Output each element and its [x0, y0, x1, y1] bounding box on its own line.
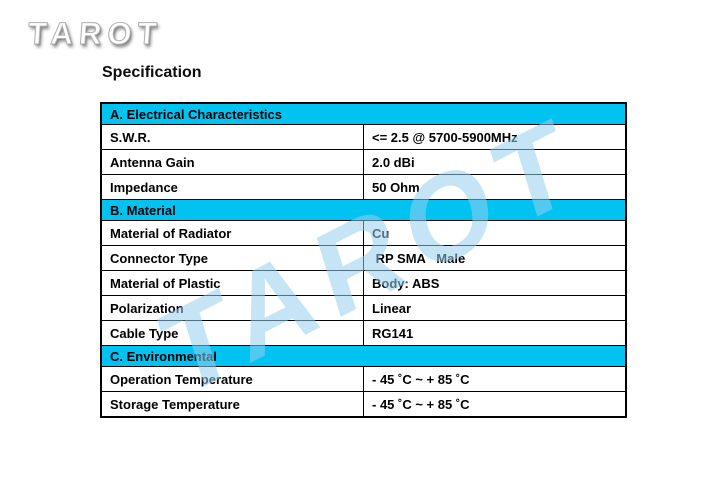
spec-label-cell: Cable Type — [100, 320, 364, 346]
spec-label-cell: Material of Radiator — [100, 220, 364, 246]
spec-row: Impedance 50 Ohm — [100, 174, 627, 200]
spec-row: Polarization Linear — [100, 295, 627, 321]
spec-value-cell: - 45 ˚C ~ + 85 ˚C — [363, 366, 627, 392]
spec-value-cell: RG141 — [363, 320, 627, 346]
spec-table-body: A. Electrical Characteristics S.W.R. <= 2.… — [100, 102, 627, 418]
spec-row: Storage Temperature - 45 ˚C ~ + 85 ˚C — [100, 391, 627, 418]
section-header-cell: C. Environmental — [100, 345, 627, 367]
spec-label-cell: Connector Type — [100, 245, 364, 271]
spec-row: Operation Temperature - 45 ˚C ~ + 85 ˚C — [100, 366, 627, 392]
spec-value-cell: Body: ABS — [363, 270, 627, 296]
spec-row: Material of Plastic Body: ABS — [100, 270, 627, 296]
spec-label-cell: Storage Temperature — [100, 391, 364, 418]
spec-row: Cable Type RG141 — [100, 320, 627, 346]
section-header-row: C. Environmental — [100, 345, 627, 367]
spec-row: Material of Radiator Cu — [100, 220, 627, 246]
spec-value-cell: <= 2.5 @ 5700-5900MHz — [363, 124, 627, 150]
spec-label-cell: S.W.R. — [100, 124, 364, 150]
spec-value-cell: 50 Ohm — [363, 174, 627, 200]
spec-value-cell: Linear — [363, 295, 627, 321]
spec-row: S.W.R. <= 2.5 @ 5700-5900MHz — [100, 124, 627, 150]
spec-label-cell: Operation Temperature — [100, 366, 364, 392]
spec-value-cell: RP SMA Male — [363, 245, 627, 271]
specification-table: A. Electrical Characteristics S.W.R. <= 2.… — [100, 102, 627, 418]
spec-label-cell: Polarization — [100, 295, 364, 321]
spec-label-cell: Material of Plastic — [100, 270, 364, 296]
tarot-logo: TAROT — [26, 16, 164, 52]
spec-label-cell: Antenna Gain — [100, 149, 364, 175]
section-header-row: B. Material — [100, 199, 627, 221]
spec-label-cell: Impedance — [100, 174, 364, 200]
spec-row: Connector Type RP SMA Male — [100, 245, 627, 271]
page-title: Specification — [102, 64, 202, 81]
spec-value-cell: - 45 ˚C ~ + 85 ˚C — [363, 391, 627, 418]
spec-value-cell: 2.0 dBi — [363, 149, 627, 175]
section-header-cell: B. Material — [100, 199, 627, 221]
spec-row: Antenna Gain 2.0 dBi — [100, 149, 627, 175]
section-header-cell: A. Electrical Characteristics — [100, 102, 627, 125]
section-header-row: A. Electrical Characteristics — [100, 102, 627, 125]
spec-value-cell: Cu — [363, 220, 627, 246]
